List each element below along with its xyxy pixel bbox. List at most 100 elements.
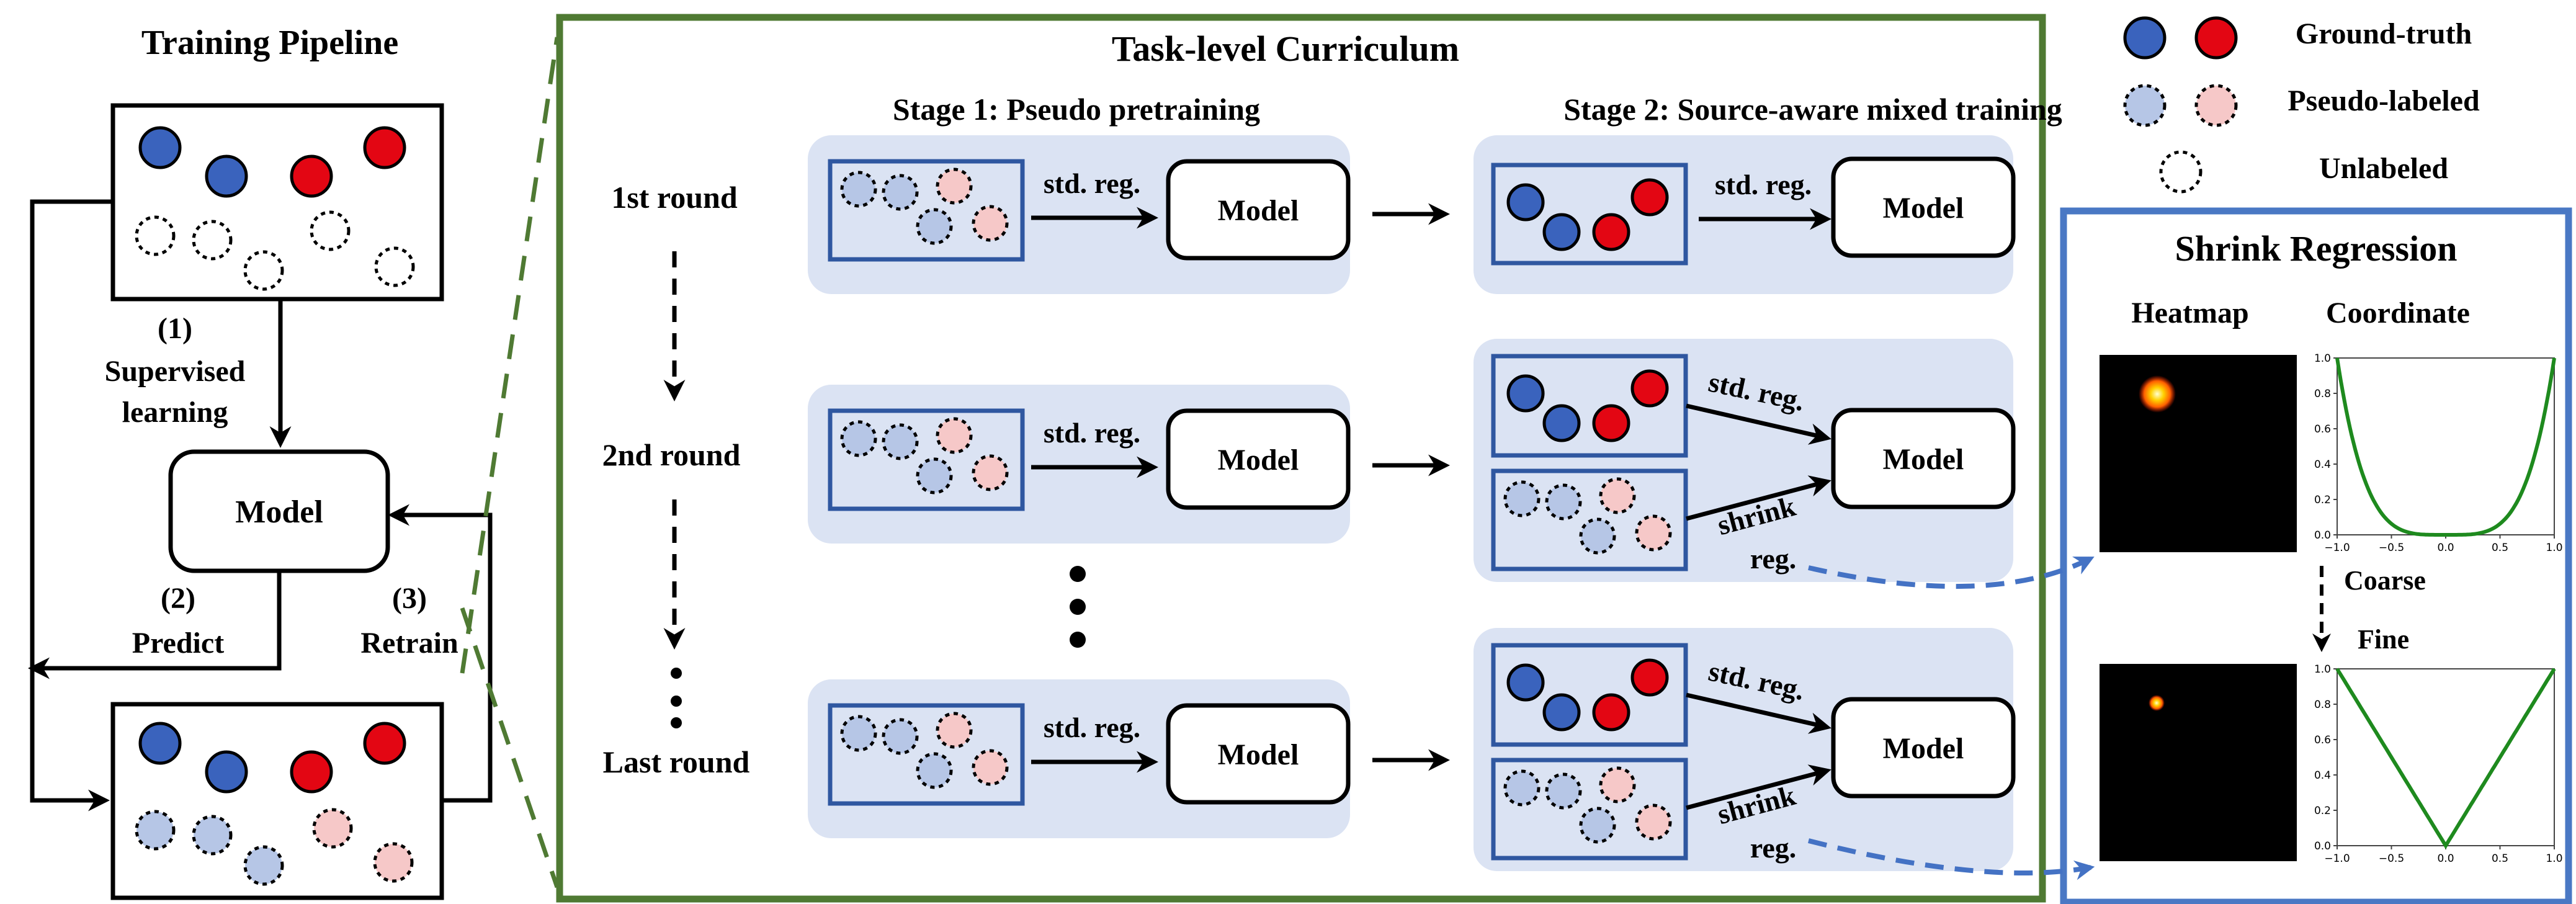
step1-number: (1) bbox=[158, 312, 192, 345]
y-tick-label: 0.2 bbox=[2314, 494, 2331, 506]
y-tick-label: 0.8 bbox=[2314, 699, 2331, 711]
model-box bbox=[1166, 408, 1351, 510]
reg-label: reg. bbox=[1750, 832, 1797, 864]
heatmap-coarse-peak bbox=[2139, 375, 2176, 413]
pipeline-title: Training Pipeline bbox=[141, 24, 398, 62]
pseudo-blue-point bbox=[916, 457, 953, 495]
legend-pseudo-blue bbox=[2123, 84, 2167, 127]
shrink-arrow-last-round bbox=[1808, 838, 2095, 880]
y-tick-label: 0.2 bbox=[2314, 805, 2331, 817]
pseudo-data-box bbox=[1491, 468, 1688, 571]
heatmap-header: Heatmap bbox=[2131, 297, 2248, 329]
pseudo-blue-point bbox=[1545, 483, 1582, 521]
pseudo-blue-point bbox=[916, 752, 953, 789]
std-reg-arrow bbox=[1686, 692, 1831, 734]
step1-label-line1: Supervised bbox=[105, 355, 246, 388]
y-tick-label: 1.0 bbox=[2314, 663, 2331, 676]
gt-data-box bbox=[1491, 163, 1688, 266]
coordinate-chart-fine: 0.0 0.2 0.4 0.6 0.8 1.0 −1.0 −0.5 0.0 0.5 1.0 bbox=[2314, 663, 2563, 865]
shrink-frame bbox=[2060, 207, 2572, 904]
heatmap-fine bbox=[2100, 664, 2297, 861]
gt-red-point bbox=[1630, 178, 1669, 217]
x-tick-label: 0.5 bbox=[2492, 542, 2508, 554]
heatmap-coarse bbox=[2100, 355, 2297, 552]
model-label: Model bbox=[1218, 444, 1299, 477]
gt-blue-point bbox=[205, 154, 248, 198]
pseudo-blue-point bbox=[1545, 772, 1582, 810]
pseudo-red-point bbox=[936, 417, 973, 454]
round-label-2nd: 2nd round bbox=[602, 437, 741, 472]
pseudo-blue-point bbox=[1503, 480, 1541, 517]
shrink-title: Shrink Regression bbox=[2175, 228, 2457, 269]
gt-blue-point bbox=[205, 750, 248, 794]
pseudo-red-point bbox=[936, 712, 973, 749]
reg-label: reg. bbox=[1750, 543, 1797, 575]
arrow-retrain bbox=[388, 504, 493, 803]
shrink-reg-arrow bbox=[1686, 764, 1831, 810]
pseudo-blue-point bbox=[882, 423, 919, 460]
pseudo-red-point bbox=[1599, 477, 1636, 514]
arrow-predict bbox=[28, 571, 282, 679]
plot-area bbox=[2337, 668, 2555, 846]
pseudo-blue-point bbox=[840, 171, 877, 208]
coordinate-header: Coordinate bbox=[2326, 297, 2470, 329]
shrink-arrow-2nd-round bbox=[1808, 556, 2095, 589]
x-tick-label: −1.0 bbox=[2324, 542, 2350, 554]
std-reg-arrow bbox=[1686, 403, 1831, 445]
round-ellipsis-dots bbox=[671, 668, 682, 728]
std-reg-label: std. reg. bbox=[1044, 168, 1140, 199]
model-box bbox=[1166, 159, 1351, 261]
step3-number: (3) bbox=[392, 582, 427, 615]
x-tick-label: 0.5 bbox=[2492, 853, 2508, 865]
x-tick-label: 0.0 bbox=[2437, 853, 2454, 865]
series-line bbox=[2335, 357, 2556, 537]
step2-label: Predict bbox=[132, 627, 224, 660]
curriculum-frame bbox=[556, 14, 2046, 903]
pseudo-red-point bbox=[1635, 803, 1672, 841]
pseudo-data-box bbox=[828, 408, 1025, 511]
pseudo-blue-point bbox=[840, 420, 877, 457]
gt-red-point bbox=[363, 126, 406, 169]
zoom-line-top bbox=[460, 37, 560, 674]
model-label: Model bbox=[1218, 738, 1299, 771]
legend-gt-blue bbox=[2123, 16, 2167, 60]
step1-label-line2: learning bbox=[122, 396, 228, 429]
gt-red-point bbox=[1630, 369, 1669, 408]
gt-red-point bbox=[1630, 658, 1669, 697]
gt-blue-point bbox=[1506, 663, 1545, 702]
heatmap-fine-peak bbox=[2149, 695, 2165, 711]
y-tick-label: 0.6 bbox=[2314, 423, 2331, 436]
y-tick-label: 0.4 bbox=[2314, 769, 2331, 782]
step2-number: (2) bbox=[161, 582, 195, 615]
x-tick-label: −0.5 bbox=[2379, 542, 2404, 554]
legend-pseudo-red bbox=[2194, 84, 2238, 127]
unlabeled-point bbox=[192, 220, 233, 261]
pseudo-red-point bbox=[1599, 766, 1636, 803]
curriculum-title: Task-level Curriculum bbox=[1112, 29, 1459, 69]
arrow-unlabeled-loop bbox=[30, 199, 112, 812]
y-tick-label: 0.0 bbox=[2314, 840, 2331, 853]
model-box bbox=[1831, 156, 2016, 258]
round-label-1st: 1st round bbox=[611, 180, 738, 215]
legend-unlabeled-label: Unlabeled bbox=[2319, 152, 2448, 185]
pseudo-blue-point bbox=[1579, 517, 1616, 555]
model-box bbox=[1831, 408, 2016, 509]
pseudo-blue-point bbox=[135, 810, 176, 851]
y-tick-label: 0.8 bbox=[2314, 388, 2331, 400]
pseudo-blue-point bbox=[882, 718, 919, 755]
gt-red-point bbox=[1592, 693, 1630, 732]
series-line bbox=[2335, 668, 2556, 849]
legend: Ground-truth Pseudo-labeled Unlabeled bbox=[2123, 16, 2480, 194]
x-tick-label: 0.0 bbox=[2437, 542, 2454, 554]
shrink-reg-arrow bbox=[1686, 475, 1831, 521]
pseudo-blue-point bbox=[192, 815, 233, 856]
x-tick-label: 1.0 bbox=[2546, 853, 2562, 865]
std-reg-label: std. reg. bbox=[1715, 169, 1812, 200]
pseudo-data-box bbox=[828, 159, 1025, 262]
gt-data-box bbox=[1491, 354, 1688, 458]
gt-red-point bbox=[290, 154, 333, 198]
x-tick-label: 1.0 bbox=[2546, 542, 2562, 554]
